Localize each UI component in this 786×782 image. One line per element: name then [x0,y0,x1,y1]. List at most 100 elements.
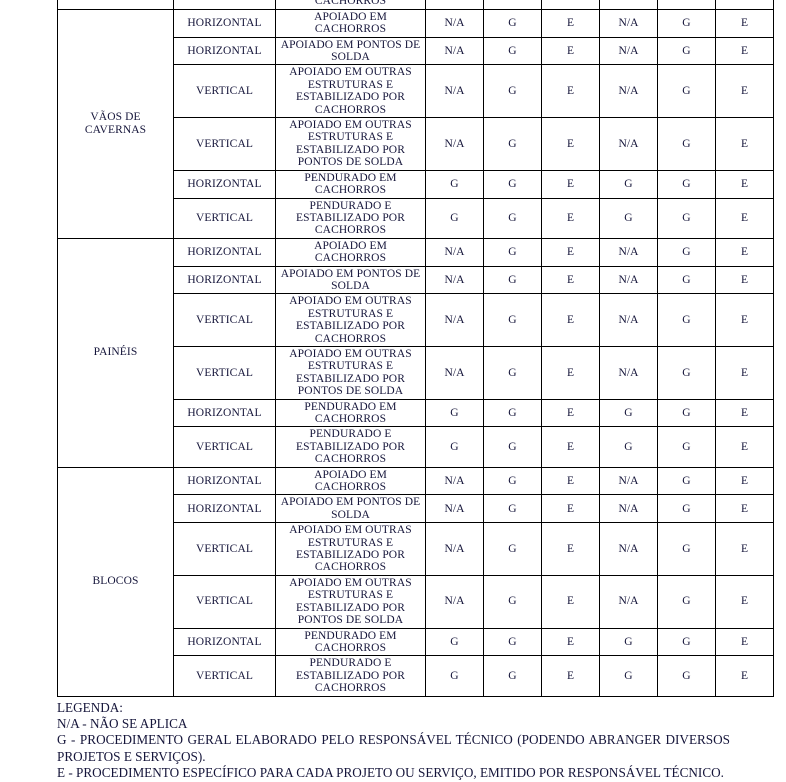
value-cell-5: G [657,426,716,468]
value-cell-5: G [657,117,716,171]
value-cell-6: E [715,293,774,347]
value-cell-5: G [657,237,716,267]
value-cell-1: G [425,655,484,697]
value-cell-1: N/A [425,117,484,171]
table-row: HORIZONTAL PENDURADO EM CACHORROS G G E G G E [58,398,774,428]
value-cell-6: E [715,169,774,199]
value-cell-5: G [657,494,716,524]
orientation-cell: VERTICAL [173,655,276,697]
orientation-cell: VERTICAL [173,345,276,400]
value-cell-2 [483,0,542,10]
value-cell-2: G [483,8,542,38]
value-cell-6: E [715,398,774,428]
value-cell-2: G [483,426,542,468]
value-cell-6: E [715,574,774,629]
legend-block: LEGENDA: N/A - NÃO SE APLICA G - PROCEDIME… [57,700,730,782]
value-cell-3: E [541,237,600,267]
condition-cell: APOIADO EM OUTRAS ESTRUTURAS E ESTABILIZ… [275,117,426,171]
value-cell-3 [541,0,600,10]
value-cell-1: G [425,197,484,239]
value-cell-5: G [657,8,716,38]
value-cell-1: N/A [425,345,484,400]
value-cell-3: E [541,293,600,347]
value-cell-3: E [541,574,600,629]
value-cell-2: G [483,64,542,119]
value-cell-1: N/A [425,293,484,347]
orientation-cell: HORIZONTAL [173,36,276,66]
value-cell-1: G [425,627,484,657]
value-cell-3: E [541,466,600,496]
value-cell-1: N/A [425,64,484,119]
value-cell-1: N/A [425,265,484,295]
orientation-cell: VERTICAL [173,117,276,171]
legend-entry-1: N/A - NÃO SE APLICA [57,715,188,731]
value-cell-2: G [483,293,542,347]
orientation-cell [173,0,276,10]
value-cell-2: G [483,494,542,524]
legend-entry-3: E - PROCEDIMENTO ESPECÍFICO PARA CADA PR… [57,765,724,781]
value-cell-5: G [657,398,716,428]
value-cell-5: G [657,655,716,697]
value-cell-6: E [715,197,774,239]
value-cell-5 [657,0,716,10]
table-row: HORIZONTAL APOIADO EM PONTOS DE SOLDA N/A G… [58,36,774,66]
table-row: VERTICAL APOIADO EM OUTRAS ESTRUTURAS E E… [58,117,774,171]
value-cell-4: N/A [599,36,658,66]
value-cell-5: G [657,574,716,629]
condition-cell: PENDURADO E ESTABILIZADO POR CACHORROS [275,426,426,468]
value-cell-1 [425,0,484,10]
value-cell-6: E [715,117,774,171]
table-row: PAINÉIS HORIZONTAL APOIADO EM CACHORROS N/A… [57,237,774,468]
orientation-cell: HORIZONTAL [173,466,276,496]
value-cell-2: G [483,398,542,428]
value-cell-5: G [657,197,716,239]
condition-cell: PENDURADO E ESTABILIZADO POR CACHORROS [275,197,426,239]
orientation-cell: VERTICAL [173,293,276,347]
table-row: BLOCOS HORIZONTAL APOIADO EM CACHORROS N/A G… [57,466,774,697]
value-cell-6: E [715,466,774,496]
value-cell-2: G [483,345,542,400]
value-cell-4: G [599,169,658,199]
value-cell-4: G [599,627,658,657]
value-cell-2: G [483,36,542,66]
value-cell-2: G [483,169,542,199]
value-cell-4: N/A [599,64,658,119]
value-cell-3: E [541,265,600,295]
condition-cell: APOIADO EM PONTOS DE SOLDA [275,494,426,524]
value-cell-4: N/A [599,574,658,629]
value-cell-5: G [657,627,716,657]
orientation-cell: HORIZONTAL [173,237,276,267]
value-cell-4: N/A [599,522,658,576]
table-row: VÃOS DE CAVERNAS HORIZONTAL APOIADO EM CAC… [57,8,774,239]
value-cell-1: N/A [425,522,484,576]
table-row-clipped: ESTABILIZADO POR CACHORROS [57,0,774,10]
value-cell-3: E [541,197,600,239]
orientation-cell: HORIZONTAL [173,398,276,428]
group-cell [57,0,174,10]
condition-cell: APOIADO EM PONTOS DE SOLDA [275,265,426,295]
condition-cell: APOIADO EM CACHORROS [275,466,426,496]
value-cell-6: E [715,36,774,66]
table-row: HORIZONTAL PENDURADO EM CACHORROS G G E G G E [58,627,774,657]
orientation-cell: HORIZONTAL [173,627,276,657]
orientation-cell: VERTICAL [173,426,276,468]
value-cell-6: E [715,64,774,119]
value-cell-2: G [483,466,542,496]
value-cell-1: G [425,426,484,468]
value-cell-1: G [425,169,484,199]
value-cell-6: E [715,655,774,697]
value-cell-6: E [715,265,774,295]
value-cell-4: N/A [599,345,658,400]
value-cell-3: E [541,64,600,119]
condition-cell: ESTABILIZADO POR CACHORROS [275,0,426,10]
value-cell-6 [715,0,774,10]
orientation-cell: VERTICAL [173,64,276,119]
value-cell-4: G [599,398,658,428]
value-cell-4: N/A [599,293,658,347]
value-cell-4: N/A [599,265,658,295]
table-row: VERTICAL APOIADO EM OUTRAS ESTRUTURAS E E… [58,522,774,576]
value-cell-4: N/A [599,494,658,524]
orientation-cell: HORIZONTAL [173,494,276,524]
